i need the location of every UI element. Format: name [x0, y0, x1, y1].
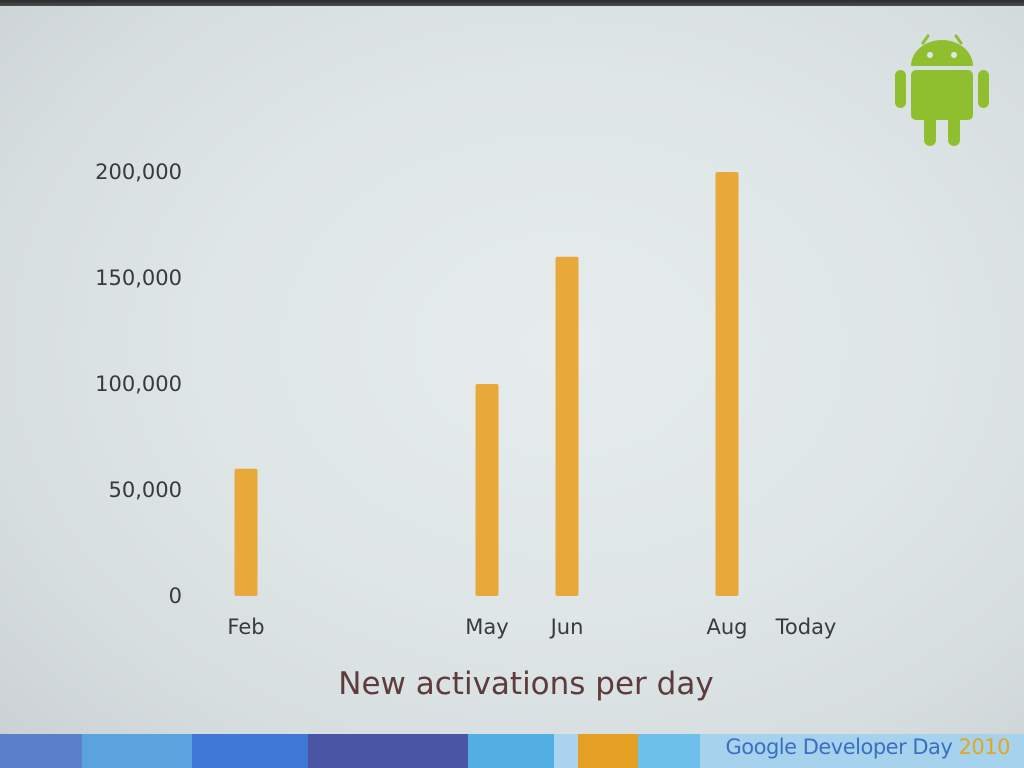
band-segment: [468, 734, 554, 768]
x-tick-label: Aug: [706, 615, 747, 639]
x-axis-labels: Feb May Jun Aug Today: [227, 615, 836, 639]
android-robot-shapes: [895, 34, 989, 146]
bar-may: [475, 384, 499, 596]
y-tick-label: 100,000: [95, 372, 182, 396]
x-tick-label: Today: [775, 615, 837, 639]
bar-aug: [715, 172, 739, 596]
slide-top-edge: [0, 0, 1024, 6]
x-axis-title: New activations per day: [338, 666, 713, 702]
band-segment: [308, 734, 468, 768]
bars: [234, 172, 739, 596]
band-segment: [82, 734, 192, 768]
x-tick-label: May: [465, 615, 508, 639]
y-tick-label: 150,000: [95, 266, 182, 290]
y-axis-ticks: 0 50,000 100,000 150,000 200,000: [95, 160, 182, 608]
y-tick-label: 200,000: [95, 160, 182, 184]
band-segment: [192, 734, 308, 768]
android-robot-icon: [895, 34, 989, 146]
band-segment: [638, 734, 700, 768]
band-segment: [554, 734, 578, 768]
band-segment: [578, 734, 638, 768]
footer-brand-name: Google Developer Day: [725, 735, 953, 759]
bar-feb: [234, 468, 258, 596]
footer-year: 2010: [958, 735, 1011, 759]
y-tick-label: 50,000: [109, 478, 182, 502]
band-segment: [700, 734, 1024, 768]
x-tick-label: Feb: [227, 615, 264, 639]
bottom-color-band: [0, 734, 1024, 768]
footer-brand: Google Developer Day 2010: [725, 735, 1010, 759]
band-segment: [0, 734, 82, 768]
bar-jun: [555, 256, 579, 596]
x-tick-label: Jun: [549, 615, 584, 639]
y-tick-label: 0: [169, 584, 182, 608]
